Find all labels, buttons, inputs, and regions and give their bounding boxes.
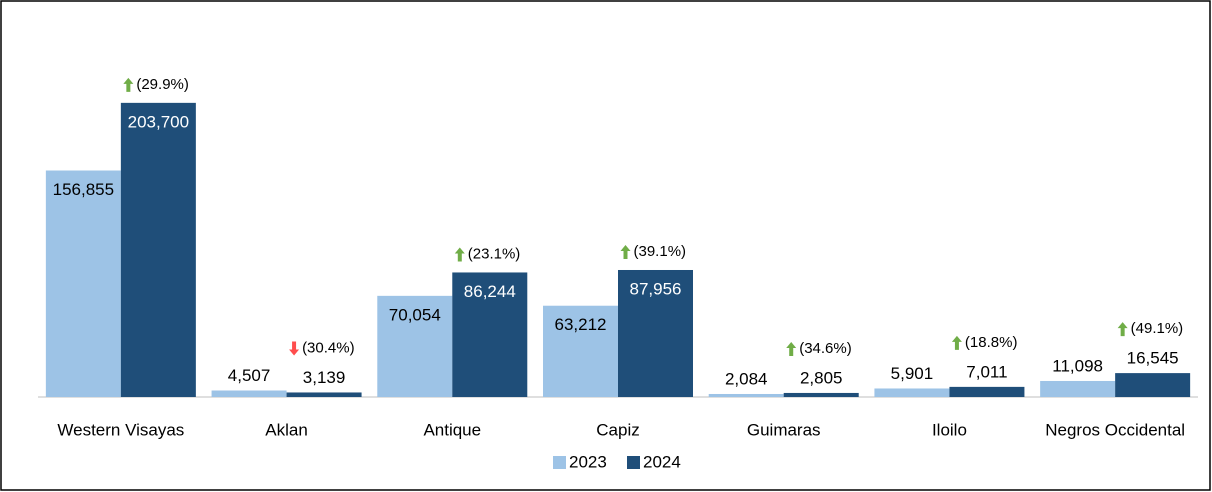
value-label: 7,011	[966, 362, 1007, 381]
change-label: (29.9%)	[136, 76, 189, 93]
value-label: 63,212	[555, 315, 607, 334]
value-label: 86,244	[464, 282, 516, 301]
value-label: 16,545	[1127, 349, 1179, 368]
change-arrow	[951, 335, 962, 350]
bar	[618, 269, 693, 397]
x-tick-label: Aklan	[265, 420, 308, 439]
change-arrow	[123, 77, 134, 92]
legend-swatch	[627, 456, 640, 469]
x-tick-label: Guimaras	[747, 420, 821, 439]
bar	[1040, 380, 1116, 397]
legend-label: 2024	[643, 452, 681, 471]
value-label: 3,139	[303, 368, 346, 387]
value-label: 5,901	[891, 364, 934, 383]
change-label: (34.6%)	[799, 340, 852, 357]
value-label: 2,084	[725, 369, 768, 388]
value-label: 11,098	[1052, 356, 1103, 375]
bar	[874, 388, 950, 397]
bar	[377, 295, 453, 397]
bar	[286, 392, 362, 397]
bar	[45, 170, 121, 397]
bar	[949, 386, 1025, 397]
value-label: 156,855	[53, 180, 114, 199]
value-label: 70,054	[389, 305, 441, 324]
legend-label: 2023	[569, 452, 607, 471]
x-tick-label: Capiz	[596, 420, 639, 439]
change-label: (23.1%)	[468, 245, 521, 262]
bar	[452, 272, 528, 397]
change-label: (49.1%)	[1131, 320, 1184, 337]
change-arrow	[289, 341, 300, 356]
change-label: (30.4%)	[302, 339, 355, 356]
bar	[543, 305, 618, 397]
bar	[120, 102, 196, 397]
value-label: 4,507	[228, 366, 271, 385]
change-label: (39.1%)	[634, 243, 687, 260]
x-tick-label: Western Visayas	[57, 420, 184, 439]
change-arrow	[620, 244, 631, 259]
bar	[211, 390, 287, 397]
value-label: 87,956	[630, 279, 682, 298]
change-arrow	[454, 247, 465, 262]
x-tick-label: Iloilo	[932, 420, 967, 439]
change-label: (18.8%)	[965, 334, 1018, 351]
legend-swatch	[553, 456, 566, 469]
bar	[708, 393, 784, 397]
value-label: 2,805	[800, 368, 843, 387]
change-arrow	[1117, 322, 1128, 337]
x-tick-label: Antique	[423, 420, 481, 439]
value-label: 203,700	[128, 112, 189, 131]
bar	[783, 392, 859, 397]
change-arrow	[786, 341, 797, 356]
x-tick-label: Negros Occidental	[1045, 420, 1185, 439]
bar	[1115, 373, 1191, 397]
